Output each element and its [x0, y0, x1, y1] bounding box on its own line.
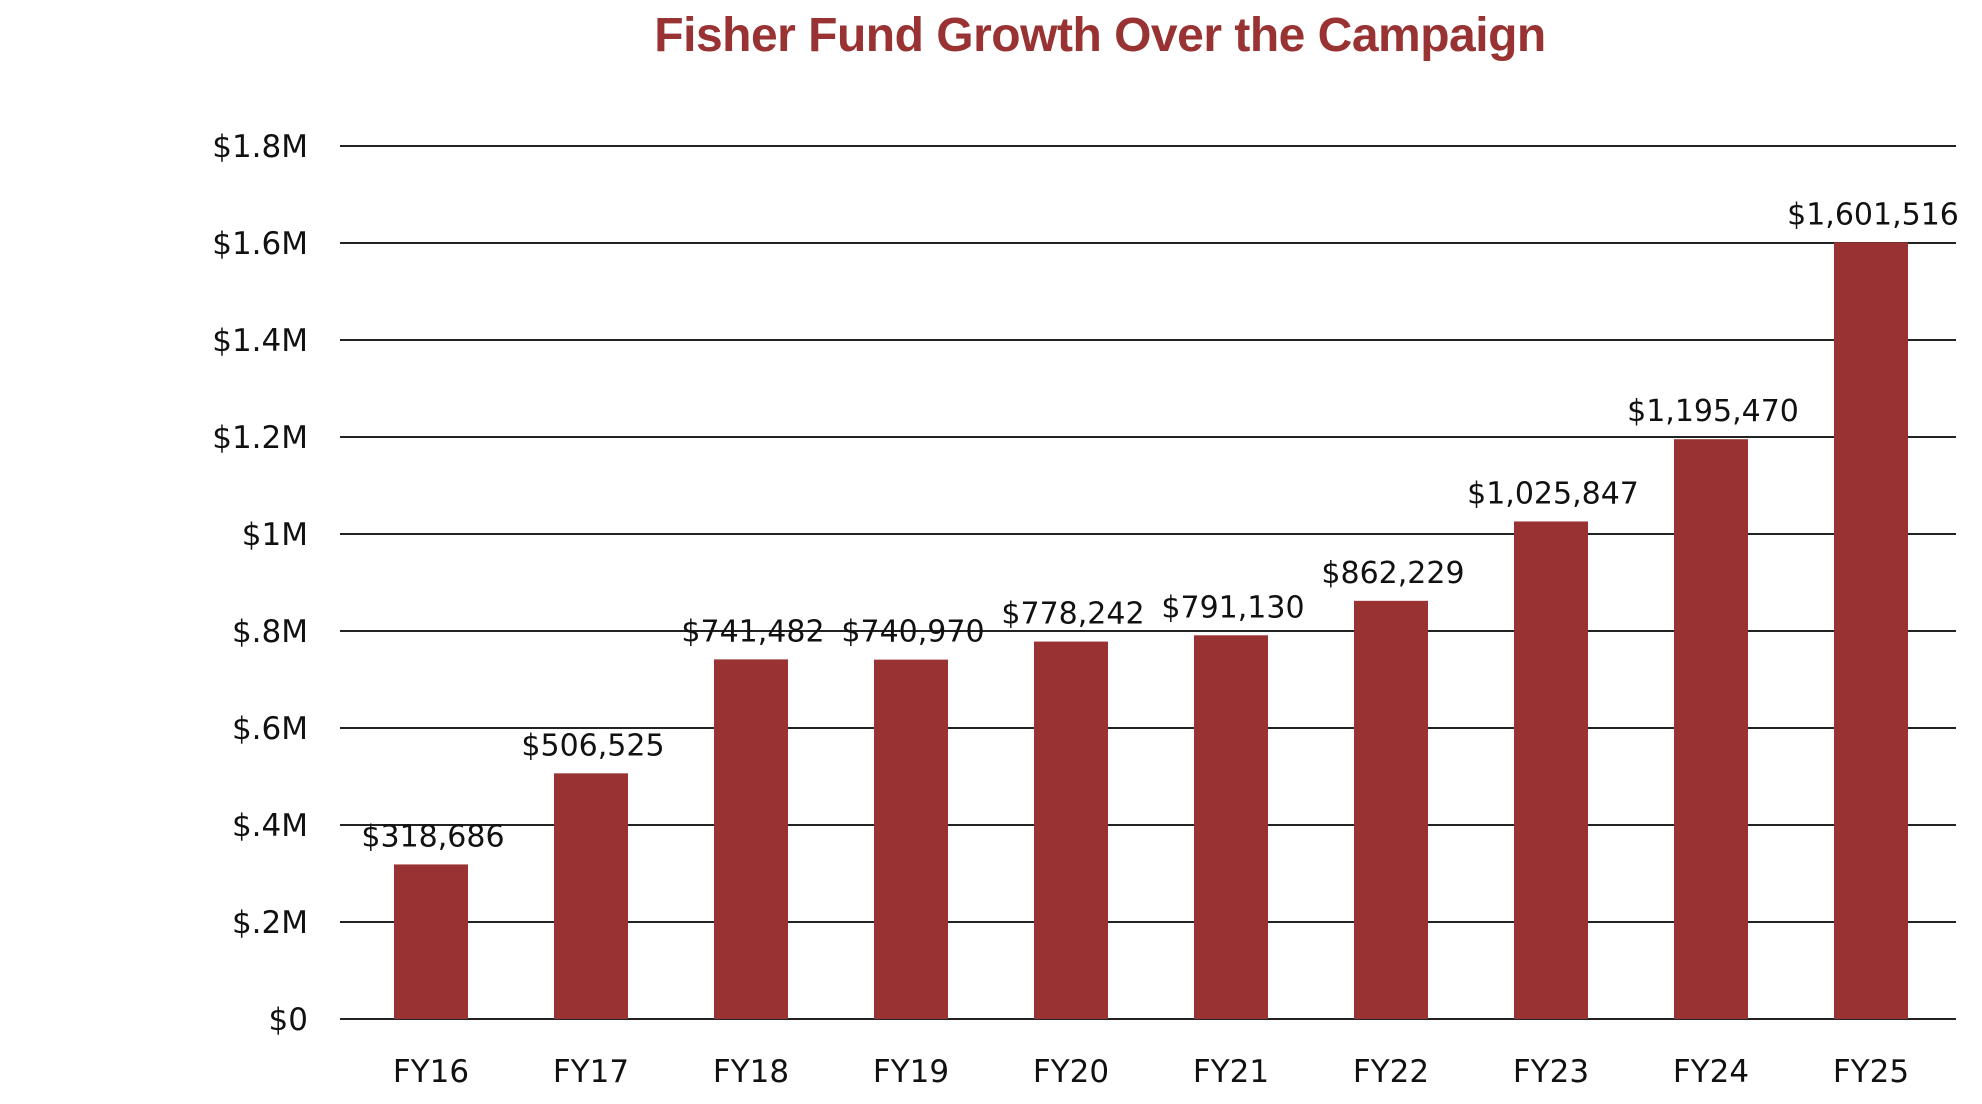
bar-fy23 — [1514, 521, 1588, 1019]
y-tick-label: $1.2M — [212, 420, 308, 456]
bar-fy25 — [1834, 242, 1908, 1019]
bar-value-label: $741,482 — [681, 614, 824, 649]
bar-value-label: $506,525 — [521, 728, 664, 763]
y-tick-label: $.2M — [232, 905, 308, 941]
x-tick-label: FY17 — [553, 1054, 629, 1090]
y-tick-label: $.6M — [232, 711, 308, 747]
y-tick-label: $1M — [242, 517, 308, 553]
bar-value-label: $778,242 — [1001, 597, 1144, 632]
bar-fy22 — [1354, 600, 1428, 1019]
bars — [394, 242, 1908, 1020]
y-tick-label: $1.4M — [212, 323, 308, 359]
bar-fy21 — [1194, 635, 1268, 1019]
y-tick-label: $0 — [269, 1002, 308, 1038]
bar-fy16 — [394, 864, 468, 1019]
y-tick-label: $1.8M — [212, 129, 308, 165]
x-axis-tick-labels: FY16 FY17 FY18 FY19 FY20 FY21 FY22 FY23 FY24 FY25 — [393, 1054, 1909, 1090]
bar-value-label: $1,025,847 — [1467, 476, 1639, 511]
bar-value-label: $1,195,470 — [1627, 394, 1799, 429]
x-tick-label: FY18 — [713, 1054, 789, 1090]
x-tick-label: FY23 — [1513, 1054, 1589, 1090]
x-tick-label: FY24 — [1673, 1054, 1749, 1090]
x-tick-label: FY16 — [393, 1054, 469, 1090]
bar-value-label: $740,970 — [841, 615, 984, 650]
x-tick-label: FY22 — [1353, 1054, 1429, 1090]
x-tick-label: FY20 — [1033, 1054, 1109, 1090]
y-tick-label: $1.6M — [212, 226, 308, 262]
bar-value-label: $318,686 — [361, 819, 504, 854]
y-tick-label: $.8M — [232, 614, 308, 650]
bar-value-label: $862,229 — [1321, 556, 1464, 591]
chart-title: Fisher Fund Growth Over the Campaign — [654, 9, 1546, 62]
y-axis-tick-labels: $0 $.2M $.4M $.6M $.8M $1M $1.2M $1.4M $1.6M $1.8… — [212, 129, 308, 1038]
x-tick-label: FY25 — [1833, 1054, 1909, 1090]
bar-fy19 — [874, 659, 948, 1019]
bar-value-labels: $318,686 $506,525 $741,482 $740,970 $778,242… — [361, 197, 1958, 854]
x-tick-label: FY21 — [1193, 1054, 1269, 1090]
x-tick-label: FY19 — [873, 1054, 949, 1090]
bar-value-label: $791,130 — [1161, 590, 1304, 625]
bar-value-label: $1,601,516 — [1787, 197, 1959, 232]
bar-fy24 — [1674, 439, 1748, 1020]
y-tick-label: $.4M — [232, 808, 308, 844]
bar-fy18 — [714, 659, 788, 1019]
bar-fy17 — [554, 773, 628, 1019]
bar-fy20 — [1034, 641, 1108, 1019]
